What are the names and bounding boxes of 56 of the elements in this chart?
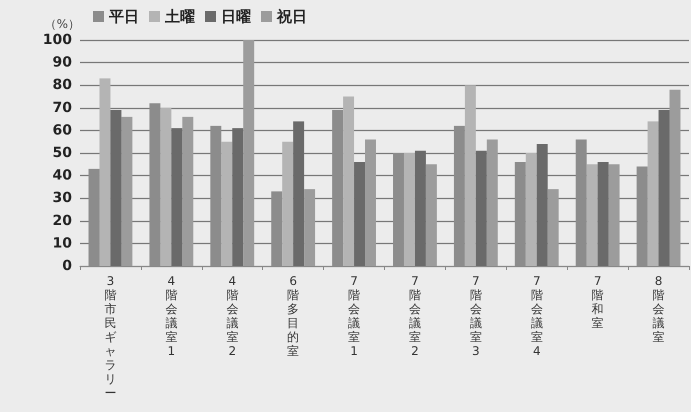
y-axis-title: （%）	[44, 17, 80, 31]
bar	[171, 128, 182, 266]
bar	[121, 116, 132, 266]
x-tick-label: 7階会議室1	[348, 274, 360, 358]
bar	[476, 150, 487, 266]
x-tick-label: 7階会議室3	[470, 274, 482, 358]
bar	[548, 189, 559, 266]
bar	[586, 164, 598, 266]
bar	[304, 189, 316, 266]
bar	[365, 139, 376, 266]
y-tick-label: 60	[52, 122, 72, 138]
category-label: 3階市民ギャラリー	[104, 274, 116, 400]
y-tick-label: 70	[52, 100, 72, 116]
y-tick-label: 10	[52, 235, 72, 252]
bar	[464, 85, 476, 266]
bar	[99, 78, 110, 266]
y-tick-label: 30	[52, 190, 72, 206]
bar	[658, 110, 670, 266]
x-tick-label: 4階会議室1	[165, 274, 178, 358]
bar	[536, 144, 548, 266]
x-tick-label: 7階会議室2	[408, 274, 421, 358]
y-tick-label: 90	[52, 54, 72, 71]
bar	[243, 40, 254, 266]
legend-label: 日曜	[221, 8, 251, 26]
bar	[282, 142, 294, 266]
y-tick-label: 0	[62, 258, 72, 274]
y-tick-label: 80	[52, 77, 72, 94]
bar	[232, 128, 244, 266]
bar	[160, 108, 172, 266]
bar	[526, 153, 537, 266]
x-tick-label: 7階和室	[592, 274, 604, 330]
x-tick-label: 7階会議室4	[530, 274, 543, 358]
bar	[221, 142, 232, 266]
bar	[426, 164, 437, 266]
y-tick-label: 20	[52, 212, 72, 229]
legend-label: 平日	[108, 8, 139, 26]
bar	[414, 150, 426, 266]
bar	[293, 121, 304, 266]
bar	[608, 164, 620, 266]
y-tick-label: 40	[52, 168, 72, 184]
bar	[404, 153, 415, 266]
bar	[110, 110, 122, 266]
y-tick-label: 50	[52, 145, 72, 161]
bar	[182, 116, 194, 266]
x-tick-label: 4階会議室2	[226, 274, 238, 358]
bar	[354, 162, 366, 266]
x-tick-label: 6階多目的室	[287, 274, 300, 358]
bar	[486, 139, 498, 266]
legend-label: 土曜	[164, 8, 195, 26]
bar	[598, 162, 609, 266]
bar	[343, 96, 354, 266]
legend-label: 祝日	[276, 8, 307, 26]
bar	[648, 121, 659, 266]
x-tick-label: 8階会議室	[652, 274, 665, 344]
y-tick-label: 100	[42, 32, 72, 48]
bar	[670, 90, 680, 266]
